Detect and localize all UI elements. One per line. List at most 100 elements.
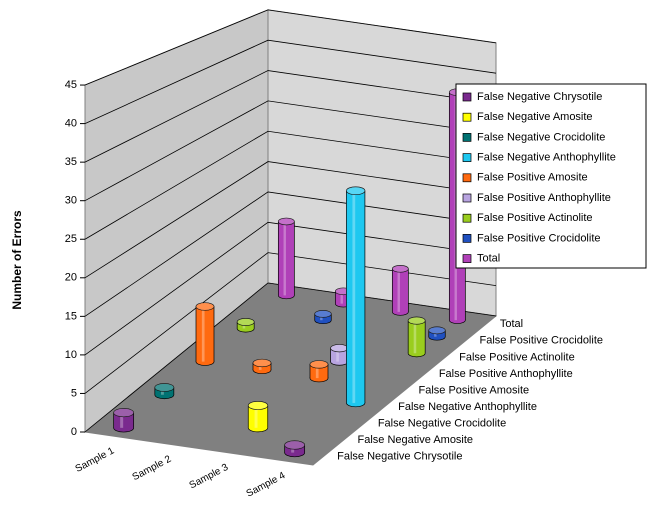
depth-tick-label: False Positive Amosite xyxy=(419,384,530,396)
cylinder-top-light xyxy=(248,401,268,410)
cylinder-top-light xyxy=(428,326,446,334)
x-tick-label: Sample 1 xyxy=(74,445,117,475)
cylinder-top-light xyxy=(196,302,214,311)
grid-line xyxy=(84,9,497,86)
grid-line xyxy=(84,252,497,394)
legend-label: False Positive Amosite xyxy=(477,172,588,184)
cylinder xyxy=(284,440,306,458)
grid-line xyxy=(84,282,497,433)
cylinder-top-light xyxy=(392,265,409,273)
cylinder-body xyxy=(408,320,426,354)
legend-swatch xyxy=(462,112,472,122)
cylinder xyxy=(154,383,175,400)
cylinder-top-light xyxy=(310,360,328,369)
legend-swatch xyxy=(462,173,472,183)
legend-swatch xyxy=(462,234,472,243)
legend-label: Total xyxy=(477,253,500,265)
cylinder-top xyxy=(236,318,255,326)
cylinder-shine xyxy=(340,291,343,304)
y-tick-label: 45 xyxy=(65,79,77,91)
cylinder-top-light xyxy=(346,186,365,195)
x-tick-label: Sample 3 xyxy=(188,462,231,492)
cylinder-top xyxy=(391,265,409,273)
cylinder-top-light xyxy=(278,218,295,225)
grid-line xyxy=(84,191,497,317)
depth-tick-label: False Positive Anthophyllite xyxy=(439,368,573,380)
cylinder-top xyxy=(407,316,426,325)
depth-tick-label: False Negative Amosite xyxy=(358,434,474,446)
cylinder xyxy=(314,310,332,325)
cylinder-top-light xyxy=(314,310,332,318)
cylinder-body xyxy=(392,268,409,312)
cylinder-top xyxy=(346,186,366,196)
cylinder-top-light xyxy=(284,440,305,450)
legend-label: False Negative Chrysotile xyxy=(477,91,602,103)
grid-line xyxy=(84,130,497,240)
y-tick-label: 40 xyxy=(65,118,77,130)
y-tick-label: 25 xyxy=(65,233,77,245)
y-tick-label: 5 xyxy=(71,387,77,399)
cylinder xyxy=(113,408,135,433)
y-axis-title: Number of Errors xyxy=(10,210,24,310)
cylinder-top xyxy=(277,217,295,226)
cylinder-top xyxy=(247,401,269,410)
cylinder xyxy=(407,316,426,358)
y-tick-label: 15 xyxy=(65,310,77,322)
grid-line xyxy=(84,70,497,163)
cylinder xyxy=(247,401,269,433)
cylinder-top xyxy=(113,408,135,418)
depth-tick-label: False Positive Crocidolite xyxy=(480,335,604,347)
cylinder-body xyxy=(346,190,365,403)
legend-swatch xyxy=(462,133,472,142)
y-tick-label: 35 xyxy=(65,156,77,168)
cylinder-top xyxy=(284,440,306,450)
legend-swatch xyxy=(462,153,472,162)
cylinder xyxy=(346,186,366,408)
cylinder-top xyxy=(309,360,329,369)
depth-tick-label: False Negative Chrysotile xyxy=(337,451,462,463)
legend-label: False Negative Crocidolite xyxy=(477,131,605,143)
cylinder-top xyxy=(195,302,215,311)
grid-line xyxy=(84,100,497,202)
cylinder-shine xyxy=(397,268,400,312)
x-tick-label: Sample 4 xyxy=(245,470,288,500)
cylinder-shine xyxy=(413,320,417,354)
cylinder-top-light xyxy=(154,383,174,392)
cylinder-body xyxy=(248,405,268,428)
cylinder-top xyxy=(314,310,332,318)
legend-label: False Positive Crocidolite xyxy=(477,232,601,244)
y-tick-label: 0 xyxy=(71,426,77,438)
cylinder-top-light xyxy=(330,344,349,352)
legend-label: False Negative Amosite xyxy=(477,111,593,123)
legend-box xyxy=(455,83,647,269)
cylinder-top xyxy=(252,358,272,368)
legend-swatch xyxy=(462,92,472,102)
cylinder-shine xyxy=(315,364,319,379)
depth-tick-label: False Positive Actinolite xyxy=(459,351,575,363)
cylinder-shine xyxy=(283,221,286,296)
cylinder xyxy=(195,302,215,366)
depth-tick-label: Total xyxy=(500,318,523,330)
legend-label: False Negative Anthophyllite xyxy=(477,152,616,164)
y-tick-label: 30 xyxy=(65,195,77,207)
cylinder xyxy=(330,344,349,366)
legend-swatch xyxy=(462,213,472,223)
cylinder xyxy=(252,358,272,375)
cylinder xyxy=(428,326,446,341)
cylinder-top-light xyxy=(408,317,426,325)
cylinder xyxy=(277,217,295,300)
cylinder-top-light xyxy=(113,408,134,417)
cylinder-top-light xyxy=(237,318,255,326)
cylinder xyxy=(309,360,329,383)
cylinder-shine xyxy=(336,348,339,362)
x-tick-label: Sample 2 xyxy=(131,453,174,483)
cylinder-shine xyxy=(254,405,258,428)
cylinder xyxy=(236,318,255,333)
grid-line xyxy=(84,221,497,356)
depth-tick-label: False Negative Anthophyllite xyxy=(398,401,537,413)
cylinder-body xyxy=(196,306,214,362)
grid-line xyxy=(84,161,497,279)
cylinder-top-light xyxy=(253,359,271,367)
legend-swatch xyxy=(462,254,472,263)
